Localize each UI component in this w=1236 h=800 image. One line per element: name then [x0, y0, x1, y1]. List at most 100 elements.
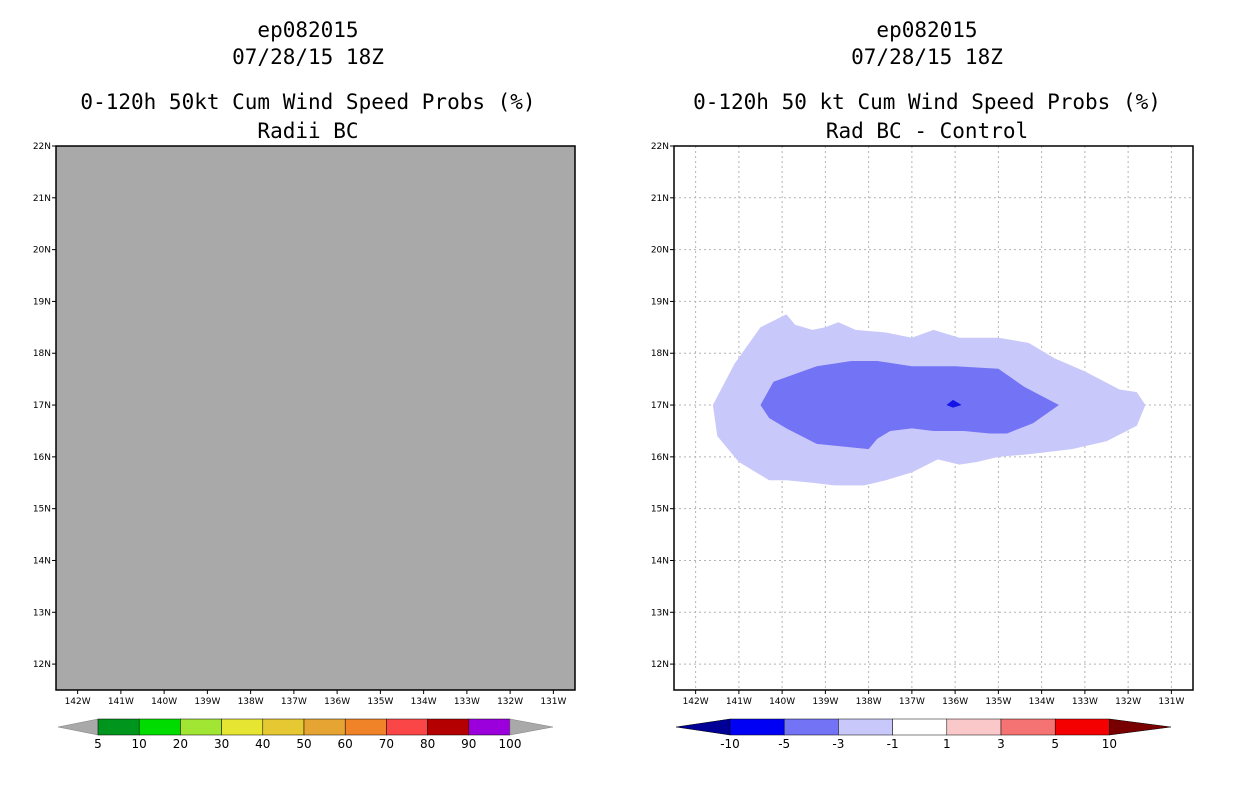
colorbar-label: 30: [214, 737, 229, 751]
right-chart-subtitle: Rad BC - Control: [825, 119, 1029, 143]
lon-tick-label: 132W: [497, 697, 523, 707]
colorbar-segment: [138, 718, 181, 736]
lat-tick-label: 20N: [33, 246, 51, 256]
lat-tick-label: 14N: [651, 556, 669, 566]
colorbar-label: -5: [778, 737, 790, 751]
colorbar-arrow-right: [1109, 718, 1172, 736]
lat-tick-label: 21N: [651, 194, 669, 204]
colorbar-label: 50: [296, 737, 311, 751]
right-chart-title: 0-120h 50 kt Cum Wind Speed Probs (%): [693, 90, 1161, 114]
colorbar-label: 3: [997, 737, 1005, 751]
lon-tick-label: 131W: [540, 697, 566, 707]
lon-tick-label: 133W: [454, 697, 480, 707]
colorbar-label: 5: [94, 737, 102, 751]
lon-tick-label: 139W: [194, 697, 220, 707]
colorbar-segment: [427, 718, 470, 736]
colorbar-segment: [97, 718, 140, 736]
colorbar-label: 40: [255, 737, 270, 751]
left-chart-subtitle: Radii BC: [257, 119, 359, 143]
lon-tick-label: 142W: [683, 697, 709, 707]
right-datetime: 07/28/15 18Z: [851, 45, 1003, 69]
lat-tick-label: 14N: [33, 556, 51, 566]
lon-tick-label: 131W: [1158, 697, 1184, 707]
colorbar-label: -3: [832, 737, 844, 751]
colorbar-label: 10: [132, 737, 147, 751]
lat-tick-label: 21N: [33, 194, 51, 204]
lat-tick-label: 13N: [33, 608, 51, 618]
lat-tick-label: 16N: [651, 453, 669, 463]
lat-tick-label: 15N: [33, 505, 51, 515]
left-probability-fill: [56, 146, 575, 690]
colorbar-label: 60: [338, 737, 353, 751]
colorbar-label: 1: [943, 737, 951, 751]
lon-tick-label: 135W: [367, 697, 393, 707]
lon-tick-label: 138W: [856, 697, 882, 707]
colorbar-segment: [344, 718, 387, 736]
right-storm-id: ep082015: [876, 18, 978, 42]
colorbar-segment: [892, 718, 948, 736]
colorbar-segment: [468, 718, 511, 736]
lon-tick-label: 132W: [1115, 697, 1141, 707]
colorbar-segment: [729, 718, 785, 736]
lon-tick-label: 141W: [726, 697, 752, 707]
colorbar-label: 70: [379, 737, 394, 751]
lon-tick-label: 134W: [411, 697, 437, 707]
right-map-frame: [673, 145, 1194, 691]
left-map-frame: [55, 145, 576, 691]
lat-tick-label: 22N: [651, 142, 669, 152]
colorbar-label: 100: [499, 737, 522, 751]
left-colorbar: 5 10 20 30 40 50 60 70 80 90 100: [57, 718, 554, 751]
colorbar-segment: [221, 718, 264, 736]
lon-tick-label: 135W: [985, 697, 1011, 707]
lat-tick-label: 17N: [33, 401, 51, 411]
lon-tick-label: 136W: [324, 697, 350, 707]
colorbar-label: 5: [1051, 737, 1059, 751]
lat-tick-label: 16N: [33, 453, 51, 463]
lat-tick-label: 20N: [651, 246, 669, 256]
contour-region-2: [760, 361, 1059, 450]
lon-tick-label: 140W: [151, 697, 177, 707]
colorbar-label: -10: [720, 737, 740, 751]
lon-tick-label: 137W: [281, 697, 307, 707]
colorbar-segment: [1054, 718, 1110, 736]
lat-tick-label: 19N: [651, 297, 669, 307]
colorbar-label: 10: [1102, 737, 1117, 751]
colorbar-segment: [1000, 718, 1056, 736]
colorbar-segment: [180, 718, 222, 736]
left-datetime: 07/28/15 18Z: [232, 45, 384, 69]
left-storm-id: ep082015: [257, 18, 359, 42]
lon-tick-label: 134W: [1029, 697, 1055, 707]
colorbar-segment: [386, 718, 428, 736]
lon-tick-label: 137W: [899, 697, 925, 707]
lon-tick-label: 141W: [108, 697, 134, 707]
lon-tick-label: 139W: [812, 697, 838, 707]
right-map-panel: 22N 21N 20N 19N 18N 17N 16N 15N 14N 13N 12N 142W 141…: [651, 142, 1194, 707]
colorbar-segment: [303, 718, 346, 736]
lon-tick-label: 140W: [769, 697, 795, 707]
lat-tick-label: 12N: [33, 660, 51, 670]
lat-tick-label: 12N: [651, 660, 669, 670]
colorbar-label: -1: [887, 737, 899, 751]
lat-tick-label: 13N: [651, 608, 669, 618]
colorbar-arrow-left: [675, 718, 731, 736]
lon-tick-label: 136W: [942, 697, 968, 707]
colorbar-arrow-left: [57, 718, 99, 736]
colorbar-segment: [783, 718, 839, 736]
lon-tick-label: 138W: [238, 697, 264, 707]
colorbar-label: 20: [173, 737, 188, 751]
left-map-panel: 22N 21N 20N 19N 18N 17N 16N 15N 14N 13N 12N 142W 141…: [33, 142, 576, 707]
right-colorbar: -10 -5 -3 -1 1 3 5 10: [675, 718, 1172, 751]
lat-tick-label: 18N: [651, 349, 669, 359]
colorbar-segment: [838, 718, 893, 736]
colorbar-arrow-right: [509, 718, 554, 736]
colorbar-label: 90: [461, 737, 476, 751]
colorbar-label: 80: [420, 737, 435, 751]
lat-tick-label: 18N: [33, 349, 51, 359]
colorbar-segment: [946, 718, 1002, 736]
contour-region-3: [946, 399, 962, 408]
lat-tick-label: 19N: [33, 297, 51, 307]
left-chart-title: 0-120h 50kt Cum Wind Speed Probs (%): [80, 90, 536, 114]
lat-tick-label: 17N: [651, 401, 669, 411]
lon-tick-label: 133W: [1072, 697, 1098, 707]
